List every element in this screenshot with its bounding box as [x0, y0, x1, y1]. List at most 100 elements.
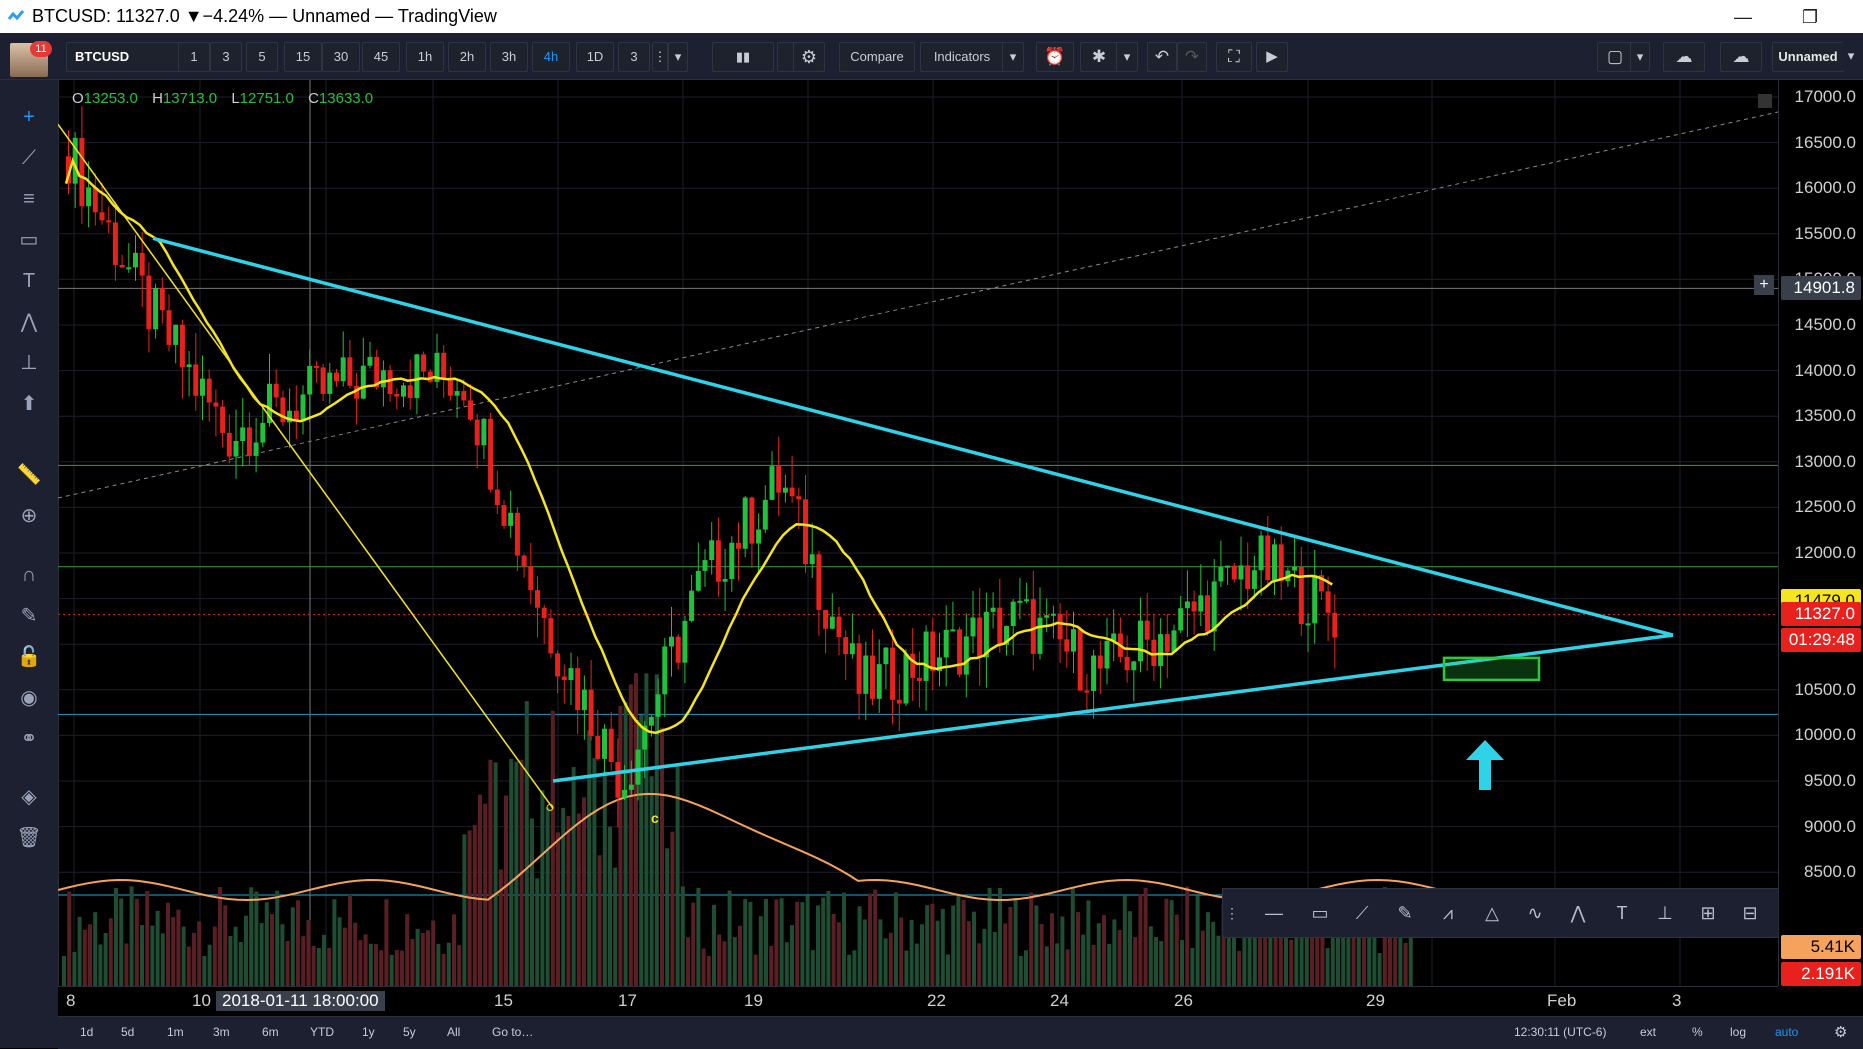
crosshair-icon[interactable]: + — [23, 106, 35, 128]
triangle-pattern-icon[interactable]: △ — [1485, 903, 1499, 923]
range-button-All[interactable]: All — [447, 1025, 461, 1039]
volume-bar — [1330, 931, 1335, 986]
layout-dropdown[interactable]: ▾ — [1630, 42, 1650, 72]
interval-button-5[interactable]: 5 — [246, 42, 278, 72]
drag-handle-icon[interactable]: ⋮ — [1225, 905, 1239, 921]
volume-bar — [873, 889, 878, 986]
interval-button-1[interactable]: 1 — [178, 42, 210, 72]
ext-toggle[interactable]: ext — [1640, 1025, 1657, 1039]
idea-dropdown[interactable]: ▾ — [1116, 42, 1138, 72]
interval-button-3h[interactable]: 3h — [490, 42, 528, 72]
settings-gear-icon[interactable]: ⚙ — [1834, 1024, 1848, 1041]
range-button-3m[interactable]: 3m — [213, 1025, 230, 1039]
layout-name-dropdown[interactable]: ▾ — [1842, 42, 1860, 70]
interval-button-15[interactable]: 15 — [284, 42, 322, 72]
save-cloud-icon[interactable]: ☁ — [1720, 42, 1762, 72]
candle-body — [675, 636, 681, 663]
indicators-dropdown[interactable]: ▾ — [1002, 42, 1024, 72]
trend-line-icon[interactable]: ⟋ — [22, 147, 36, 169]
range-button-5d[interactable]: 5d — [121, 1025, 135, 1039]
arrow-up-icon[interactable]: ⬆ — [20, 393, 38, 415]
eye-icon[interactable]: ◉ — [20, 687, 38, 709]
zoom-in-icon[interactable]: ⊕ — [20, 505, 38, 527]
volume-bar — [1336, 931, 1340, 986]
volume-bar — [441, 953, 446, 986]
interval-button-45[interactable]: 45 — [362, 42, 400, 72]
range-button-6m[interactable]: 6m — [262, 1025, 279, 1039]
range-button-YTD[interactable]: YTD — [310, 1025, 334, 1039]
layout-name-button[interactable]: Unnamed — [1772, 42, 1844, 72]
volume-bar — [977, 943, 982, 986]
price-tick-label: 8500.0 — [1804, 862, 1856, 882]
volume-bar — [108, 918, 113, 986]
volume-bar — [353, 922, 358, 986]
minimize-button[interactable]: — — [1734, 7, 1752, 27]
chart-style-button[interactable]: ▮▮ — [712, 42, 774, 72]
layers-icon[interactable]: ◈ — [21, 786, 37, 808]
interval-more-icon[interactable]: ⋮ — [652, 42, 668, 72]
range-button-1y[interactable]: 1y — [362, 1025, 375, 1039]
volume-bar — [233, 926, 238, 986]
interval-button-30[interactable]: 30 — [322, 42, 360, 72]
trend-line-icon[interactable]: ⟋ — [1355, 903, 1369, 923]
link-icon[interactable]: ⚭ — [20, 728, 38, 750]
interval-button-2h[interactable]: 2h — [448, 42, 486, 72]
fullscreen-icon[interactable]: ⛶ — [1216, 42, 1252, 72]
rectangle-icon[interactable]: ▭ — [19, 229, 39, 251]
chart-settings-icon[interactable] — [1758, 94, 1772, 108]
abc-pattern-icon[interactable]: ⋀ — [1570, 903, 1586, 923]
horizontal-line-icon[interactable]: — — [1265, 903, 1283, 923]
range-button-1m[interactable]: 1m — [167, 1025, 184, 1039]
layout-grid-icon[interactable]: ▢ — [1597, 42, 1633, 72]
lock-icon[interactable]: 🔓 — [16, 646, 42, 668]
volume-bar — [452, 914, 456, 986]
log-toggle[interactable]: log — [1730, 1025, 1747, 1039]
undo-icon[interactable]: ↶ — [1147, 42, 1177, 72]
candle-body — [1084, 690, 1090, 693]
range-button-1d[interactable]: 1d — [80, 1025, 94, 1039]
compare-button[interactable]: Compare — [839, 42, 915, 72]
forecast-tool-icon[interactable]: ⊥ — [20, 352, 38, 374]
interval-button-1h[interactable]: 1h — [406, 42, 444, 72]
interval-button-1D[interactable]: 1D — [576, 42, 614, 72]
load-cloud-icon[interactable]: ☁ — [1663, 42, 1705, 72]
range-button-5y[interactable]: 5y — [403, 1025, 416, 1039]
rectangle-icon[interactable]: ▭ — [1311, 903, 1329, 923]
volume-bar — [826, 890, 831, 986]
elliott-wave-icon[interactable]: ∿ — [1527, 903, 1543, 923]
price-range-icon[interactable]: ⊥ — [1657, 903, 1673, 923]
alert-icon[interactable]: ⏰ — [1036, 42, 1074, 72]
time-axis[interactable]: 8 10 15 17 19 22 24 26 29 Feb 3 2018-01-11 18:00:00 — [58, 986, 1778, 1017]
long-position-icon[interactable]: ⊞ — [1700, 903, 1716, 923]
auto-toggle[interactable]: auto — [1775, 1025, 1799, 1039]
pattern-tool-icon[interactable]: ⋀ — [20, 311, 38, 333]
crosshair-add-icon[interactable]: + — [1754, 275, 1774, 295]
interval-button-4h[interactable]: 4h — [532, 42, 570, 72]
interval-dropdown[interactable]: ▾ — [668, 42, 688, 72]
symbol-search-button[interactable]: BTCUSD — [66, 42, 186, 72]
text-tool-icon[interactable]: T — [22, 270, 36, 292]
percent-toggle[interactable]: % — [1692, 1025, 1703, 1039]
replay-play-icon[interactable]: ▶ — [1256, 42, 1288, 72]
price-chart[interactable] — [58, 80, 1778, 986]
goto-button[interactable]: Go to… — [492, 1025, 534, 1039]
volume-bar — [712, 904, 716, 986]
redo-icon[interactable]: ↷ — [1177, 42, 1207, 72]
short-position-icon[interactable]: ⊟ — [1742, 903, 1758, 923]
magnet-icon[interactable]: ∩ — [21, 564, 37, 586]
restore-button[interactable]: ❐ — [1801, 7, 1819, 27]
idea-lightbulb-icon[interactable]: ✱ — [1080, 42, 1118, 72]
indicators-button[interactable]: Indicators — [920, 42, 1004, 72]
interval-button-3[interactable]: 3 — [618, 42, 650, 72]
volume-bar — [410, 939, 415, 986]
settings-gear-icon[interactable]: ⚙ — [793, 42, 825, 72]
text-icon[interactable]: T — [1616, 903, 1628, 923]
fib-retracement-icon[interactable]: ≡ — [23, 188, 35, 210]
trash-icon[interactable]: 🗑 — [16, 827, 42, 849]
ruler-icon[interactable]: 📏 — [16, 464, 42, 486]
brush-icon[interactable]: ✎ — [1397, 903, 1413, 923]
xabcd-pattern-icon[interactable]: ⩘ — [1442, 903, 1454, 923]
price-axis[interactable]: 17000.016500.016000.015500.015000.014500… — [1778, 80, 1863, 986]
stay-drawing-icon[interactable]: ✎ — [20, 605, 38, 627]
interval-button-3[interactable]: 3 — [210, 42, 242, 72]
